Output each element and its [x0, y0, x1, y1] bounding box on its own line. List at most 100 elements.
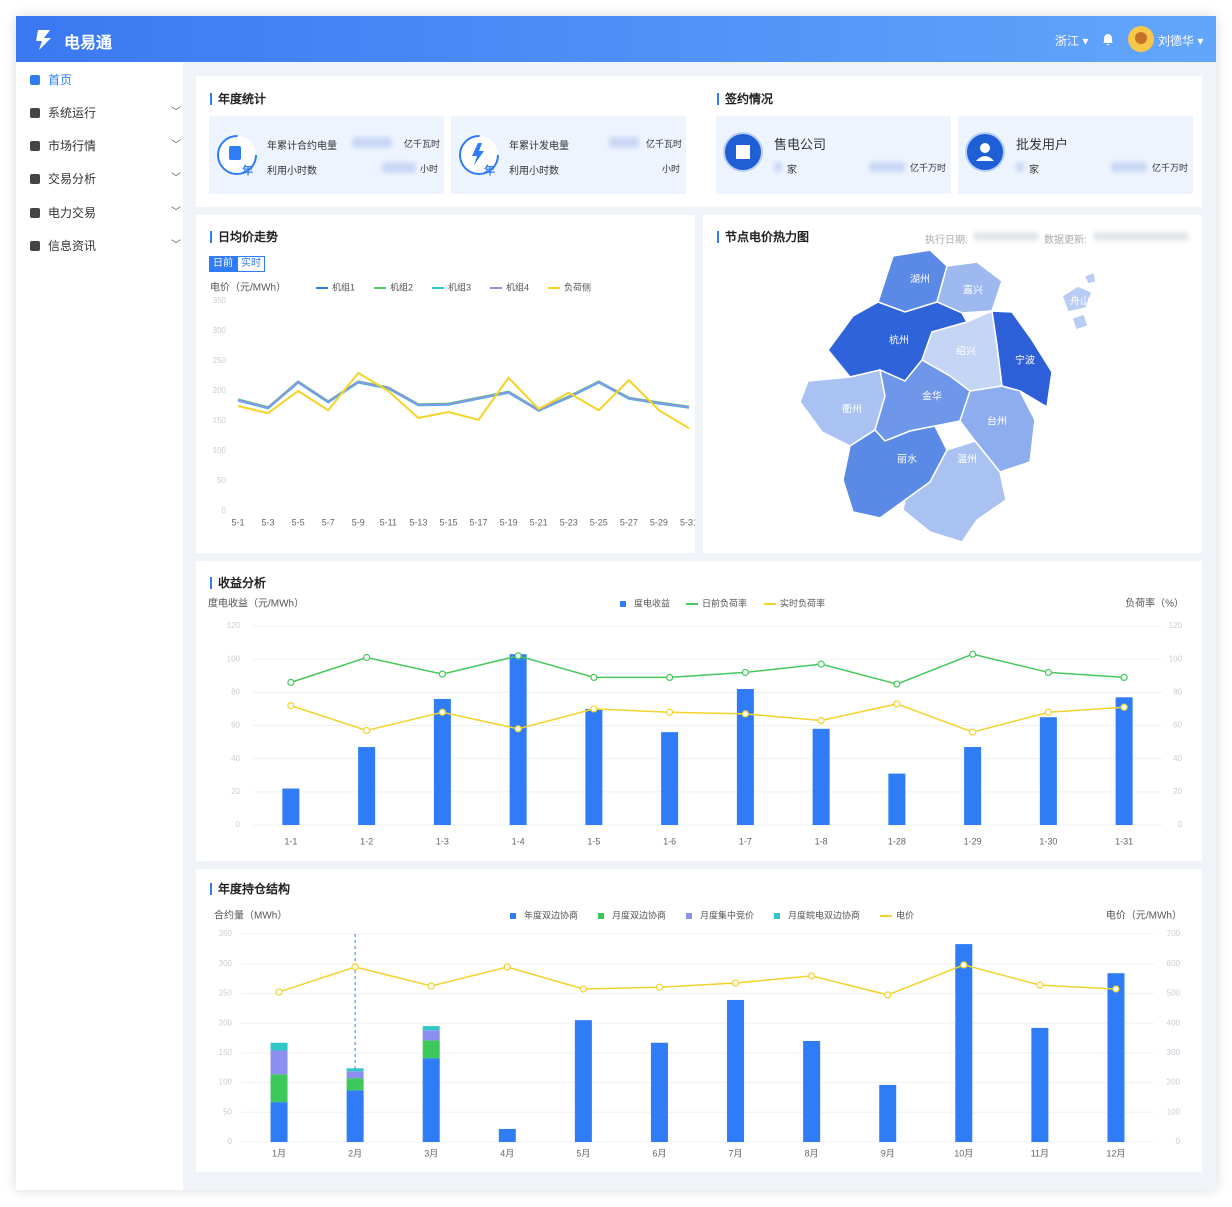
sign-label: 批发用户	[1016, 137, 1069, 152]
line-series	[278, 964, 1116, 996]
bar	[346, 1090, 364, 1142]
bar	[433, 698, 451, 825]
user-name: 刘德华	[1158, 34, 1195, 48]
y-tick-label: 300	[213, 326, 227, 335]
nav-icon	[30, 208, 40, 218]
x-tick-label: 1-29	[964, 836, 982, 846]
region-shape[interactable]	[874, 359, 971, 442]
region-label: 宁波	[1015, 354, 1035, 367]
y2-tick-label: 200	[1167, 1078, 1181, 1087]
region-shape[interactable]	[902, 440, 1007, 543]
user-menu[interactable]: 刘德华 ▾	[1158, 34, 1204, 48]
nav-item[interactable]: 系统运行 ﹀	[30, 103, 185, 123]
region-shape[interactable]	[1082, 270, 1097, 285]
blurred-value	[1016, 162, 1024, 172]
y2-tick-label: 80	[1173, 687, 1182, 696]
bar	[346, 1071, 364, 1079]
x-tick-label: 1月	[272, 1148, 286, 1158]
region-shape[interactable]	[1061, 285, 1093, 313]
legend-swatch	[598, 913, 604, 919]
nav-label: 首页	[48, 73, 73, 87]
nav-item[interactable]: 交易分析 ﹀	[30, 169, 185, 189]
bar	[803, 1040, 821, 1142]
map-panel: 节点电价热力图 执行日期: 数据更新: 湖州 嘉兴 杭州 绍兴 宁波 舟山 衢	[703, 215, 1202, 553]
region-shape[interactable]	[959, 385, 1036, 473]
legend-label: 电价	[896, 909, 914, 920]
x-tick-label: 5-27	[620, 517, 638, 527]
x-tick-label: 8月	[805, 1148, 819, 1158]
blurred-value	[774, 162, 782, 172]
bar	[422, 1026, 440, 1031]
x-tick-label: 1-4	[512, 836, 525, 846]
y2-tick-label: 400	[1167, 1018, 1181, 1027]
nav-icon	[30, 174, 40, 184]
nav-label: 系统运行	[48, 106, 97, 120]
avatar[interactable]	[1128, 26, 1154, 52]
legend-swatch	[620, 601, 626, 607]
heat-map: 湖州 嘉兴 杭州 绍兴 宁波 舟山 衢州 金华 台州 丽水 温州	[799, 249, 1097, 543]
region-label: 湖州	[910, 274, 930, 286]
x-tick-label: 5-13	[409, 517, 427, 527]
line-point	[363, 726, 371, 735]
x-tick-label: 5月	[576, 1148, 590, 1158]
line-chart: 电价（元/MWh） 0 50 100 150 200 250 300 350 5-1 5-3 5-5…	[210, 281, 695, 528]
bar	[422, 1030, 440, 1041]
x-tick-label: 1-7	[739, 836, 752, 846]
region-shape[interactable]	[1071, 313, 1089, 331]
x-tick-label: 5-11	[380, 517, 397, 527]
tab-active[interactable]: 日前	[209, 256, 237, 272]
y-tick-label: 0	[236, 820, 241, 829]
y-axis-label: 度电收益（元/MWh）	[208, 597, 304, 610]
line-point	[514, 725, 522, 733]
nav-item[interactable]: 市场行情 ﹀	[30, 136, 185, 156]
bar	[955, 944, 973, 1142]
bar	[574, 1020, 592, 1142]
stats-panel: 年度统计 签约情况 年 年累计合约电量 亿千瓦时 利用小时数 小时 年 年累计发…	[196, 76, 1202, 207]
x-tick-label: 5-1	[231, 517, 244, 527]
line-point	[893, 680, 901, 688]
y2-tick-label: 300	[1167, 1048, 1181, 1057]
y-tick-label: 50	[223, 1107, 232, 1116]
legend-label: 机组2	[390, 281, 413, 292]
y-tick-label: 80	[231, 687, 240, 696]
blurred-value	[1111, 162, 1147, 172]
legend-label: 日前负荷率	[702, 597, 747, 608]
panel-title: 收益分析	[210, 577, 266, 589]
bar	[270, 1074, 288, 1103]
nav-item[interactable]: 首页	[30, 70, 185, 90]
bar	[509, 654, 527, 825]
y2-tick-label: 100	[1167, 1107, 1181, 1116]
y-tick-label: 60	[231, 721, 240, 730]
x-tick-label: 1-6	[663, 836, 676, 846]
line-point	[363, 653, 371, 662]
legend-label: 机组1	[332, 281, 355, 292]
y-tick-label: 0	[222, 506, 227, 515]
line-point	[969, 728, 977, 736]
card-icon	[723, 132, 763, 172]
price-panel: 日均价走势 日前 实时 电价（元/MWh） 0 50 100 150 200 250 300…	[196, 215, 695, 553]
legend-label: 月度集中竞价	[700, 909, 754, 920]
region-label: 嘉兴	[963, 284, 983, 297]
region-shape[interactable]	[991, 310, 1053, 409]
region-label: 绍兴	[956, 345, 976, 358]
line-point	[969, 650, 977, 658]
bar	[888, 773, 906, 825]
header: 电易通 浙江 ▾ 刘德华 ▾	[16, 16, 1216, 62]
nav-item[interactable]: 电力交易 ﹀	[30, 203, 185, 223]
bar	[1115, 697, 1133, 825]
nav-label: 交易分析	[48, 172, 97, 186]
x-tick-label: 6月	[652, 1148, 666, 1158]
nav-item[interactable]: 信息资讯 ﹀	[30, 236, 185, 256]
line-point	[427, 982, 435, 990]
line-point	[1044, 668, 1052, 677]
legend-label: 机组4	[506, 281, 529, 292]
bar	[1031, 1027, 1049, 1142]
bar	[422, 1040, 440, 1059]
region-label: 衢州	[842, 404, 862, 416]
region-select[interactable]: 浙江 ▾	[1055, 34, 1089, 48]
line-point	[275, 988, 283, 996]
bell-icon[interactable]	[1102, 33, 1114, 46]
tab[interactable]: 实时	[237, 256, 265, 272]
line-point	[287, 702, 295, 710]
nav-label: 市场行情	[48, 139, 97, 153]
